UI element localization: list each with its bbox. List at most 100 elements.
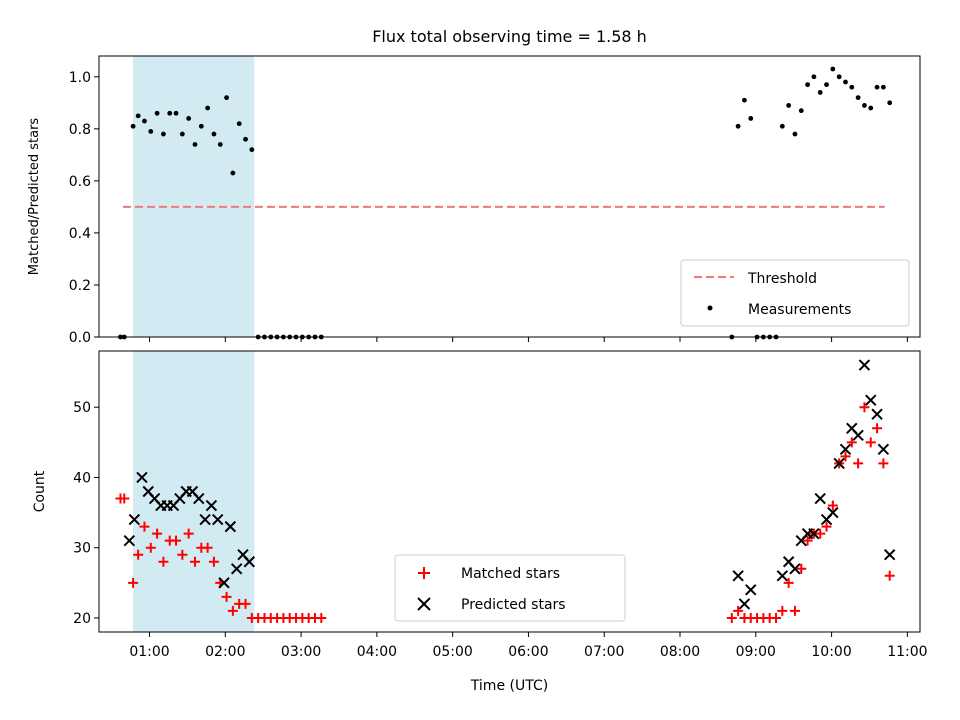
predicted-star-point <box>224 520 237 533</box>
matched-star-point <box>240 598 251 609</box>
measurement-point <box>148 129 154 134</box>
matched-star-point <box>227 605 238 616</box>
measurement-point <box>798 108 804 114</box>
matched-star-point <box>771 612 782 623</box>
measurement-point <box>154 110 160 116</box>
measurement-point <box>805 82 810 88</box>
count-y-tick-label: 30 <box>73 541 91 557</box>
ratio-panel: 0.0 0.2 0.4 0.6 0.8 1.0 Flux total observing … <box>27 27 921 346</box>
chart-title: Flux total observing time = 1.58 h <box>372 27 647 46</box>
count-x-tick-label: 09:00 <box>736 644 776 660</box>
measurement-point <box>198 123 204 129</box>
measurement-point <box>130 123 136 129</box>
count-legend: Matched stars Predicted stars <box>394 554 626 622</box>
matched-star-point <box>783 577 794 588</box>
matched-star-point <box>777 605 788 616</box>
predicted-star-point <box>883 549 896 561</box>
predicted-star-point <box>827 506 839 519</box>
ratio-legend: Threshold Measurements <box>680 259 910 327</box>
predicted-star-point <box>205 499 218 512</box>
measurement-point <box>249 147 255 153</box>
matched-star-point <box>827 500 838 511</box>
matched-star-point <box>202 542 213 553</box>
matched-star-point <box>872 423 883 434</box>
ratio-y-tick-label: 0.0 <box>69 330 91 346</box>
legend-measurements-label: Measurements <box>748 302 851 318</box>
matched-star-point <box>821 521 832 532</box>
measurement-point <box>868 105 874 111</box>
measurement-point <box>786 103 792 108</box>
count-x-tick-label: 04:00 <box>357 644 397 660</box>
measurement-point <box>224 95 229 101</box>
measurement-point <box>135 113 141 119</box>
count-y-tick-label: 20 <box>73 611 91 627</box>
measurement-point <box>811 74 817 80</box>
legend-predicted-label: Predicted stars <box>461 597 566 613</box>
time-x-axis-label: Time (UTC) <box>470 678 548 694</box>
measurement-point <box>192 142 198 147</box>
measurement-point <box>849 84 855 90</box>
predicted-star-point <box>833 457 845 470</box>
matched-star-point <box>865 437 876 448</box>
measurement-point <box>161 131 166 137</box>
measurement-point <box>142 118 147 124</box>
matched-star-point <box>884 570 895 581</box>
measurement-point <box>167 110 173 116</box>
matched-star-point <box>733 605 744 616</box>
ratio-y-ticks: 0.0 0.2 0.4 0.6 0.8 1.0 <box>69 70 99 346</box>
predicted-star-point <box>128 513 141 526</box>
predicted-star-point <box>808 527 820 540</box>
predicted-star-point <box>877 443 890 456</box>
legend-matched-swatch <box>418 567 430 579</box>
matched-star-point <box>189 556 200 567</box>
matched-star-point <box>815 528 826 539</box>
predicted-star-point <box>789 563 801 575</box>
matched-star-point <box>316 612 327 623</box>
predicted-star-point <box>839 443 852 456</box>
count-y-ticks: 20 30 40 50 <box>73 400 99 627</box>
measurement-point <box>874 84 880 90</box>
matched-star-point <box>878 458 889 469</box>
measurement-point <box>230 170 236 176</box>
matched-star-point <box>859 402 870 413</box>
predicted-star-point <box>212 513 224 526</box>
matched-star-point <box>840 451 851 462</box>
matched-star-point <box>796 563 807 574</box>
measurement-point <box>179 131 185 137</box>
count-legend-box <box>394 554 626 622</box>
measurement-point <box>830 66 836 72</box>
predicted-star-point <box>745 584 757 596</box>
matched-star-point <box>208 556 219 567</box>
predicted-star-point <box>776 570 789 582</box>
ratio-x-ticks <box>149 337 908 342</box>
matched-star-point <box>133 549 144 560</box>
measurement-point <box>855 95 861 101</box>
count-x-tick-label: 07:00 <box>584 644 624 660</box>
predicted-star-point <box>871 408 883 420</box>
measurement-point <box>836 74 842 80</box>
ratio-y-tick-label: 0.4 <box>69 226 91 242</box>
count-points <box>115 359 896 623</box>
count-x-tick-label: 08:00 <box>660 644 700 660</box>
count-x-tick-label: 01:00 <box>129 644 169 660</box>
measurement-point <box>186 116 192 121</box>
matched-star-point <box>119 493 130 504</box>
count-x-tick-label: 05:00 <box>432 644 472 660</box>
legend-threshold-label: Threshold <box>747 271 817 287</box>
measurement-point <box>792 131 798 137</box>
matched-star-point <box>802 535 813 546</box>
count-x-tick-label: 02:00 <box>205 644 245 660</box>
predicted-star-point <box>243 556 256 568</box>
observing-interval-shade <box>133 56 255 337</box>
measurement-point <box>735 123 741 129</box>
measurement-point <box>205 105 211 111</box>
measurement-point <box>742 97 747 103</box>
measurement-point <box>243 136 248 142</box>
ratio-y-tick-label: 0.2 <box>69 278 91 294</box>
ratio-y-tick-label: 0.8 <box>69 122 91 138</box>
ratio-y-tick-label: 1.0 <box>69 70 91 86</box>
measurement-point <box>236 121 242 127</box>
count-y-tick-label: 50 <box>73 400 91 416</box>
